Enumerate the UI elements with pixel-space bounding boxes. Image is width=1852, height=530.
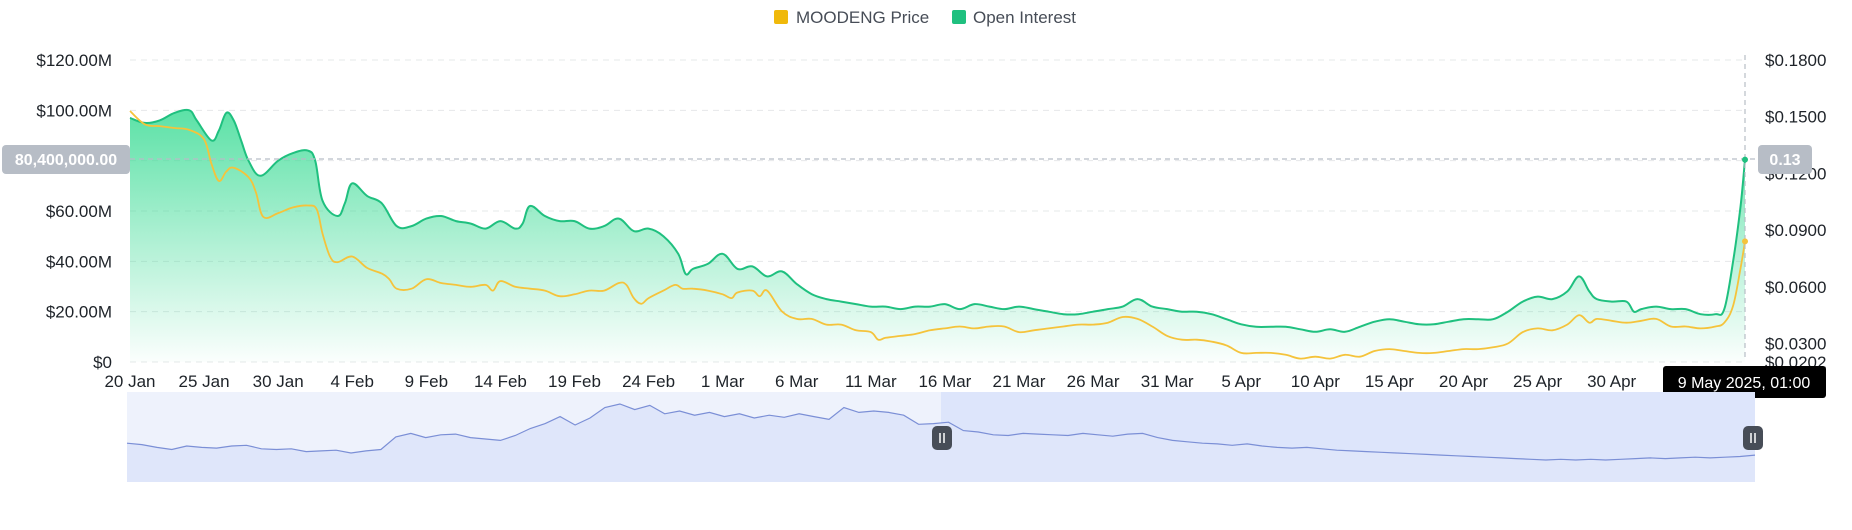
- legend-price-label: MOODENG Price: [796, 8, 929, 27]
- x-axis-tick-label: 15 Apr: [1365, 372, 1414, 391]
- left-y-axis: $0$20.00M$40.00M$60.00M$80.00M$100.00M$1…: [36, 51, 112, 372]
- x-axis-tick-label: 14 Feb: [474, 372, 527, 391]
- x-axis-tick-label: 26 Mar: [1067, 372, 1120, 391]
- legend-item-open-interest[interactable]: Open Interest: [952, 8, 1076, 27]
- x-axis-tick-label: 6 Mar: [775, 372, 819, 391]
- left-axis-tick-label: $0: [93, 353, 112, 372]
- price-line[interactable]: [129, 110, 1746, 360]
- price-marker: [1742, 238, 1748, 245]
- right-y-axis: $0.0202$0.0300$0.0600$0.0900$0.1200$0.15…: [1765, 51, 1826, 372]
- left-axis-tick-label: $60.00M: [46, 202, 112, 221]
- x-axis-tick-label: 25 Apr: [1513, 372, 1562, 391]
- right-axis-tick-label: $0.1500: [1765, 108, 1826, 127]
- left-axis-tick-label: $100.00M: [36, 101, 112, 120]
- open-interest-area: [130, 109, 1745, 362]
- open-interest-line[interactable]: [129, 108, 1746, 333]
- legend-oi-label: Open Interest: [973, 8, 1076, 27]
- right-axis-tick-label: $0.0600: [1765, 278, 1826, 297]
- x-axis-tick-label: 31 Mar: [1141, 372, 1194, 391]
- x-axis-tick-label: 21 Mar: [993, 372, 1046, 391]
- x-axis-tick-label: 30 Jan: [253, 372, 304, 391]
- x-axis-tick-label: 1 Mar: [701, 372, 745, 391]
- right-axis-tick-label: $0.0900: [1765, 221, 1826, 240]
- x-axis-tick-label: 16 Mar: [918, 372, 971, 391]
- navigator-line: [126, 403, 1756, 461]
- navigator-handle-right[interactable]: [1743, 426, 1763, 450]
- crosshair-right-badge: [1758, 145, 1812, 174]
- right-axis-tick-label: $0.1800: [1765, 51, 1826, 70]
- right-axis-tick-label: $0.0300: [1765, 334, 1826, 353]
- x-axis-tick-label: 4 Feb: [331, 372, 374, 391]
- x-axis-tick-label: 20 Apr: [1439, 372, 1488, 391]
- left-axis-tick-label: $40.00M: [46, 252, 112, 271]
- x-axis-tick-label: 5 Apr: [1221, 372, 1261, 391]
- x-axis-tick-label: 30 Apr: [1587, 372, 1636, 391]
- crosshair: 80,400,000.00 0.13 9 May 2025, 01:00: [2, 55, 1826, 398]
- x-axis-tick-label: 9 Feb: [405, 372, 448, 391]
- left-axis-tick-label: $20.00M: [46, 303, 112, 322]
- crosshair-right-value: 0.13: [1769, 152, 1800, 169]
- x-axis-tick-label: 11 Mar: [845, 372, 897, 391]
- x-axis-tick-label: 10 Apr: [1291, 372, 1340, 391]
- navigator-handle-left-body[interactable]: [932, 426, 952, 450]
- x-axis: 20 Jan 25 Jan 30 Jan 4 Feb 9 Feb 14 Feb 19 Feb…: [104, 372, 1636, 391]
- x-axis-tick-label: 24 Feb: [622, 372, 675, 391]
- crosshair-left-badge: [2, 145, 130, 174]
- legend-item-price[interactable]: MOODENG Price: [774, 8, 929, 27]
- legend-price-swatch: [774, 10, 788, 24]
- x-axis-tick-label: 25 Jan: [179, 372, 230, 391]
- crosshair-left-value: 80,400,000.00: [15, 152, 117, 169]
- left-axis-tick-label: $120.00M: [36, 51, 112, 70]
- open-interest-marker: [1742, 156, 1748, 163]
- legend: MOODENG Price Open Interest: [774, 8, 1076, 27]
- crosshair-date-label: 9 May 2025, 01:00: [1678, 375, 1811, 392]
- crosshair-date-tooltip: [1663, 366, 1826, 398]
- navigator-handle-right-body[interactable]: [1743, 426, 1763, 450]
- navigator-handle-left[interactable]: [932, 426, 952, 450]
- range-navigator[interactable]: [126, 392, 1763, 482]
- x-axis-tick-label: 20 Jan: [104, 372, 155, 391]
- legend-oi-swatch: [952, 10, 966, 24]
- x-axis-tick-label: 19 Feb: [548, 372, 601, 391]
